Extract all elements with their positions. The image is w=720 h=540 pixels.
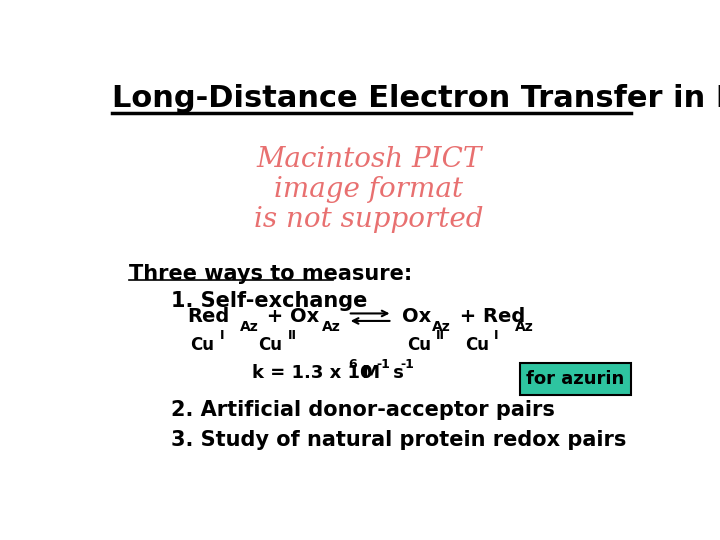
Text: Ox: Ox bbox=[402, 307, 432, 326]
Text: + Red: + Red bbox=[453, 307, 525, 326]
Text: M: M bbox=[356, 364, 380, 382]
Text: Cu: Cu bbox=[190, 336, 215, 354]
Text: Az: Az bbox=[322, 320, 341, 334]
Text: 6: 6 bbox=[348, 357, 356, 370]
Text: II: II bbox=[287, 329, 297, 342]
Text: s: s bbox=[387, 364, 405, 382]
Text: II: II bbox=[436, 329, 445, 342]
Text: Cu: Cu bbox=[465, 336, 489, 354]
FancyBboxPatch shape bbox=[520, 362, 631, 395]
Text: Long-Distance Electron Transfer in Proteins: Long-Distance Electron Transfer in Prote… bbox=[112, 84, 720, 112]
Text: image format: image format bbox=[274, 176, 464, 203]
Text: Three ways to measure:: Three ways to measure: bbox=[129, 265, 413, 285]
Text: for azurin: for azurin bbox=[526, 370, 624, 388]
Text: Red: Red bbox=[188, 307, 230, 326]
Text: Az: Az bbox=[240, 320, 258, 334]
Text: 1. Self-exchange: 1. Self-exchange bbox=[171, 292, 367, 312]
Text: is not supported: is not supported bbox=[254, 206, 484, 233]
Text: 2. Artificial donor-acceptor pairs: 2. Artificial donor-acceptor pairs bbox=[171, 400, 555, 420]
Text: -1: -1 bbox=[377, 357, 390, 370]
Text: Az: Az bbox=[432, 320, 451, 334]
Text: k = 1.3 x 10: k = 1.3 x 10 bbox=[252, 364, 372, 382]
Text: 3. Study of natural protein redox pairs: 3. Study of natural protein redox pairs bbox=[171, 430, 626, 450]
Text: -1: -1 bbox=[401, 357, 415, 370]
Text: Az: Az bbox=[516, 320, 534, 334]
Text: I: I bbox=[220, 329, 224, 342]
Text: Cu: Cu bbox=[407, 336, 431, 354]
Text: + Ox: + Ox bbox=[260, 307, 320, 326]
Text: I: I bbox=[494, 329, 498, 342]
Text: Macintosh PICT: Macintosh PICT bbox=[256, 146, 482, 173]
Text: Cu: Cu bbox=[258, 336, 282, 354]
